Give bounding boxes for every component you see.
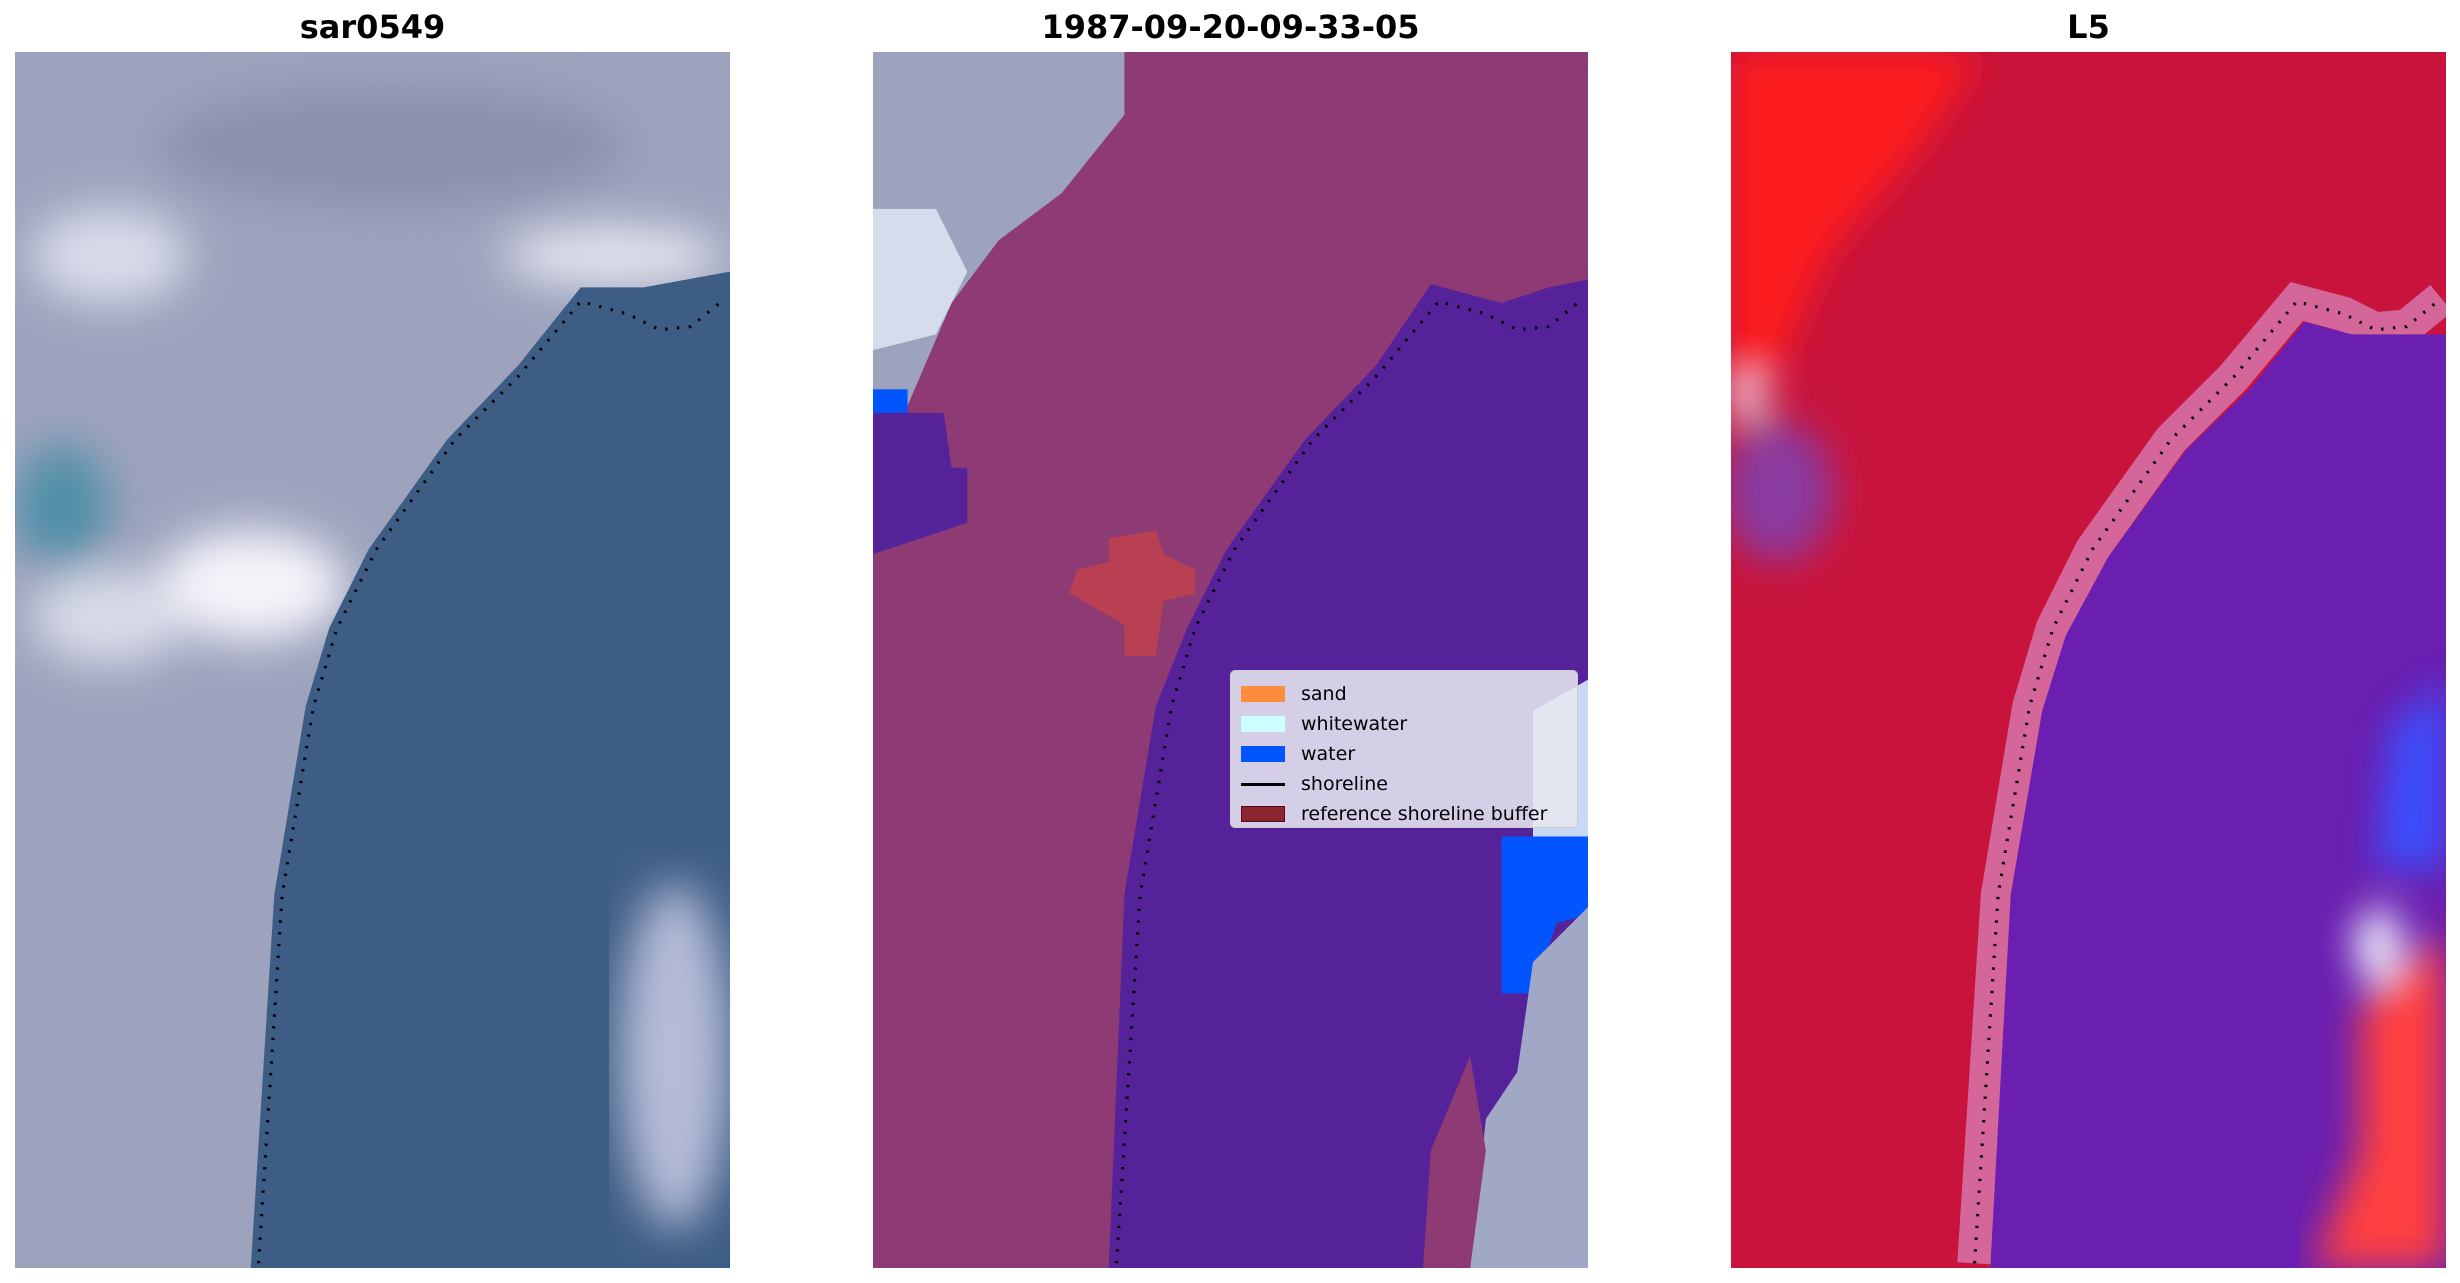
rgb-image-panel	[15, 52, 730, 1268]
legend-item-shoreline: shoreline	[1241, 769, 1567, 799]
panel-title-classified: 1987-09-20-09-33-05	[1041, 8, 1420, 46]
panel-title-rgb: sar0549	[299, 8, 446, 46]
legend-item-whitewater: whitewater	[1241, 709, 1567, 739]
index-image-panel	[1731, 52, 2446, 1268]
legend-label: reference shoreline buffer	[1301, 803, 1548, 825]
water-swatch	[1241, 746, 1285, 762]
shoreline-swatch	[1241, 782, 1285, 786]
legend-label: whitewater	[1301, 713, 1408, 735]
sand-swatch	[1241, 686, 1285, 702]
legend-item-buffer: reference shoreline buffer	[1241, 799, 1567, 829]
legend-label: sand	[1301, 683, 1347, 705]
legend-label: water	[1301, 743, 1356, 765]
legend-label: shoreline	[1301, 773, 1388, 795]
legend-item-sand: sand	[1241, 679, 1567, 709]
classified-image-panel	[873, 52, 1588, 1268]
legend: sand whitewater water shoreline referenc…	[1230, 670, 1578, 828]
whitewater-swatch	[1241, 716, 1285, 732]
panel-title-index: L5	[2067, 8, 2110, 46]
legend-item-water: water	[1241, 739, 1567, 769]
water-region	[250, 271, 730, 1268]
water-region	[1990, 321, 2446, 1268]
buffer-swatch	[1241, 806, 1285, 822]
